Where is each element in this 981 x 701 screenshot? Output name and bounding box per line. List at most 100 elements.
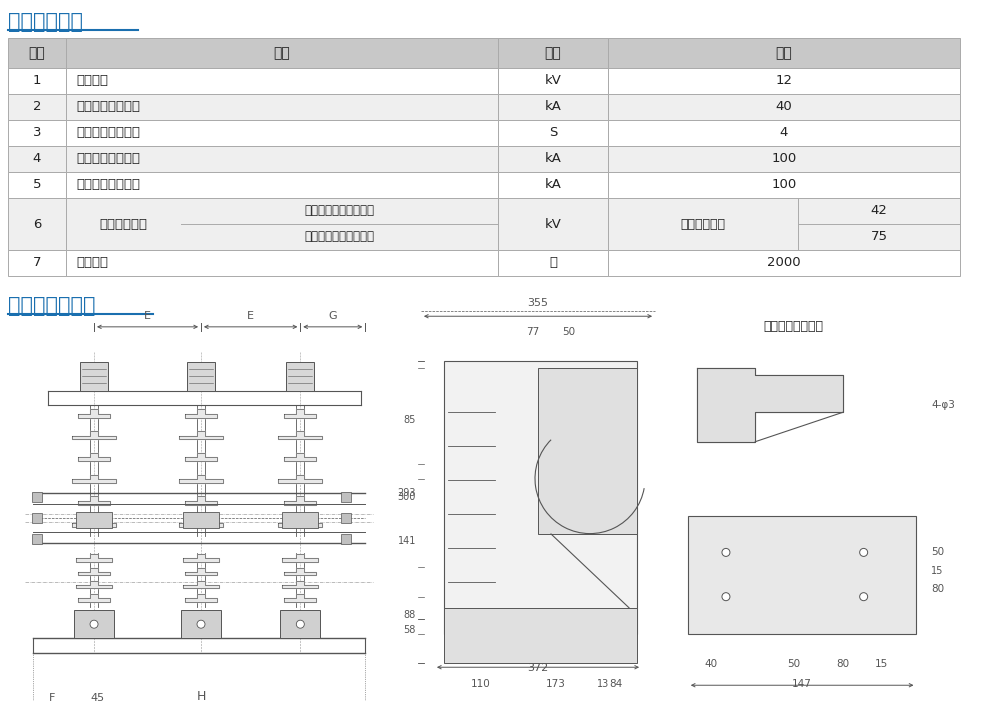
Bar	[608, 250, 960, 276]
Bar	[8, 146, 66, 172]
Text: 50: 50	[563, 327, 576, 336]
Bar	[444, 360, 637, 634]
Bar	[444, 608, 637, 663]
Bar	[608, 38, 960, 68]
Bar	[8, 172, 66, 198]
Bar	[8, 250, 66, 276]
Polygon shape	[179, 518, 223, 526]
Text: 2000: 2000	[767, 257, 800, 269]
Text: 141: 141	[397, 536, 416, 546]
Polygon shape	[72, 518, 116, 526]
Text: 50: 50	[787, 659, 800, 669]
Bar	[66, 68, 498, 94]
Bar	[181, 610, 221, 639]
Bar	[341, 492, 351, 502]
Text: 100: 100	[771, 153, 797, 165]
Text: 110: 110	[471, 679, 490, 689]
Text: 77: 77	[526, 327, 540, 336]
Polygon shape	[284, 496, 316, 505]
Text: 2: 2	[32, 100, 41, 114]
Bar	[341, 513, 351, 523]
Polygon shape	[185, 453, 217, 461]
Text: 100: 100	[771, 179, 797, 191]
Text: 4: 4	[32, 153, 41, 165]
Text: E: E	[247, 311, 254, 321]
Polygon shape	[179, 431, 223, 440]
Text: 额定电压: 额定电压	[76, 74, 108, 88]
Polygon shape	[185, 568, 217, 575]
Text: 机械寿命: 机械寿命	[76, 257, 108, 269]
Polygon shape	[78, 409, 110, 418]
Text: 额定短时耐受电流: 额定短时耐受电流	[76, 100, 140, 114]
Bar	[498, 198, 608, 250]
Bar	[66, 146, 498, 172]
Text: 7: 7	[32, 257, 41, 269]
Text: 额定短路持续时间: 额定短路持续时间	[76, 126, 140, 139]
Bar	[608, 146, 960, 172]
Text: E: E	[144, 311, 151, 321]
Circle shape	[197, 620, 205, 628]
Circle shape	[859, 548, 867, 557]
Text: 85: 85	[403, 414, 416, 425]
Bar	[77, 512, 112, 528]
Text: kV: kV	[544, 217, 561, 231]
Text: 293: 293	[397, 489, 416, 498]
Polygon shape	[697, 368, 843, 442]
Bar	[31, 492, 42, 502]
Text: kA: kA	[544, 100, 561, 114]
Text: 355: 355	[528, 298, 548, 308]
Text: 15: 15	[931, 566, 944, 576]
Bar	[608, 120, 960, 146]
Bar	[8, 120, 66, 146]
Text: 40: 40	[776, 100, 793, 114]
Bar	[281, 610, 321, 639]
Text: F: F	[49, 693, 55, 701]
Text: 项目: 项目	[274, 46, 290, 60]
Text: 4: 4	[780, 126, 788, 139]
Text: 额定绝缘水平: 额定绝缘水平	[99, 217, 147, 231]
Bar	[66, 172, 498, 198]
Bar	[80, 362, 108, 390]
Bar	[498, 120, 608, 146]
Text: 300: 300	[397, 492, 416, 502]
Bar	[31, 534, 42, 544]
Text: 5: 5	[32, 179, 41, 191]
Bar	[8, 38, 66, 68]
Bar	[498, 68, 608, 94]
Bar	[498, 146, 608, 172]
Polygon shape	[78, 496, 110, 505]
Bar	[608, 198, 960, 250]
Polygon shape	[78, 568, 110, 575]
Bar	[66, 198, 498, 250]
Text: 80: 80	[837, 659, 850, 669]
Text: 75: 75	[870, 231, 888, 243]
Polygon shape	[283, 581, 318, 588]
Polygon shape	[77, 581, 112, 588]
Polygon shape	[183, 554, 219, 562]
Bar	[187, 362, 215, 390]
Bar	[498, 172, 608, 198]
Bar	[688, 515, 916, 634]
Text: 58: 58	[403, 625, 416, 635]
Polygon shape	[78, 453, 110, 461]
Circle shape	[296, 620, 304, 628]
Bar	[538, 368, 637, 534]
Text: S: S	[548, 126, 557, 139]
Polygon shape	[279, 518, 323, 526]
Polygon shape	[279, 431, 323, 440]
Text: G: G	[329, 311, 337, 321]
Text: 372: 372	[528, 663, 548, 673]
Text: 80: 80	[931, 585, 944, 594]
Circle shape	[722, 548, 730, 557]
Text: 额定短时工频耐受电压: 额定短时工频耐受电压	[304, 205, 375, 217]
Bar	[8, 68, 66, 94]
Polygon shape	[185, 496, 217, 505]
Text: 88: 88	[404, 610, 416, 620]
Bar	[66, 250, 498, 276]
Polygon shape	[283, 554, 318, 562]
Polygon shape	[284, 568, 316, 575]
Text: 额定短路关合电流: 额定短路关合电流	[76, 153, 140, 165]
Text: 4-φ3: 4-φ3	[931, 400, 955, 410]
Polygon shape	[284, 453, 316, 461]
Text: 次: 次	[549, 257, 557, 269]
